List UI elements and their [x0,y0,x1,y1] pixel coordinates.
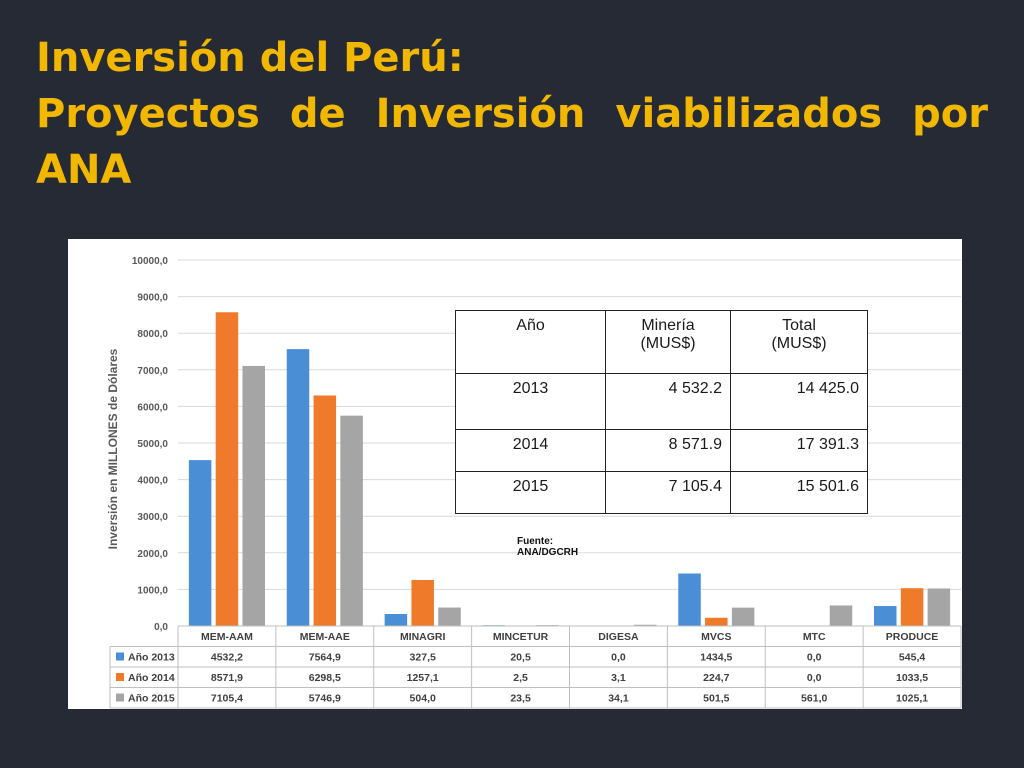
data-label: 5746,9 [309,693,341,705]
slide-title-line-1: Inversión del Perú: [36,35,464,81]
y-tick-label: 7000,0 [137,366,168,377]
header-total: Total (MUS$) [730,310,868,374]
bar [705,617,728,626]
chart-panel: 0,0 1000,0 2000,0 3000,0 4000,0 5000,0 6000,0 7… [68,239,962,709]
data-label: 0,0 [611,652,626,664]
source-label: Fuente: [517,536,554,547]
y-tick-label: 8000,0 [137,329,168,340]
cell-mineria: 7 105.4 [605,471,731,514]
data-label: 34,1 [608,693,629,705]
data-label: 8571,9 [211,672,243,684]
bar [188,460,212,626]
bar [927,588,951,626]
table-row: 2013 4 532.2 14 425.0 [455,373,868,430]
bar [313,395,337,626]
x-category-label: MINCETUR [493,631,549,643]
slide-title-line-3: ANA [36,147,132,193]
y-tick-label: 1000,0 [137,585,168,596]
data-label: 7105,4 [211,693,243,705]
bar [829,605,853,626]
data-label: 1257,1 [407,672,439,684]
bar [340,415,363,626]
y-tick-label: 2000,0 [137,549,168,560]
y-tick-label: 6000,0 [137,402,168,413]
data-label: 501,5 [703,693,729,705]
y-tick-label: 10000,0 [132,256,169,267]
bar [215,312,239,626]
bar [731,607,755,626]
y-tick-label: 5000,0 [137,439,168,450]
slide-title-line-2: Proyectos de Inversión viabilizados por [36,91,988,137]
source-note: Fuente: ANA/DGCRH [517,536,578,558]
legend-swatch [116,693,124,702]
source-value: ANA/DGCRH [517,547,579,558]
bar [633,624,657,626]
legend-swatch [116,673,124,681]
y-tick-label: 0,0 [154,622,168,633]
cell-year: 2013 [455,373,606,430]
investment-summary-table: Año Minería (MUS$) Total (MUS$) 2013 4 532… [455,310,868,514]
x-category-label: DIGESA [598,631,639,643]
data-label: 1033,5 [896,672,928,684]
legend-label: Año 2015 [128,693,175,705]
data-label: 504,0 [410,693,436,705]
y-tick-label: 9000,0 [137,293,168,304]
data-label: 2,5 [513,672,528,684]
slide-title: Inversión del Perú: Proyectos de Inversi… [36,30,988,198]
data-label: 224,7 [703,672,729,684]
data-label: 0,0 [807,672,822,684]
table-row: 2015 7 105.4 15 501.6 [455,471,868,514]
data-label: 4532,2 [211,652,243,664]
y-tick-label: 4000,0 [137,476,168,487]
legend-label: Año 2014 [128,672,175,684]
data-label: 1025,1 [896,693,928,705]
y-axis-title: Inversión en MILLONES de Dólares [106,348,120,549]
bar [900,588,924,626]
legend-label: Año 2013 [128,652,175,664]
legend-swatch [116,652,124,661]
header-mineria: Minería (MUS$) [605,310,731,374]
bar [678,573,701,626]
cell-year: 2015 [455,471,606,514]
cell-total: 14 425.0 [730,373,868,430]
x-category-label: MINAGRI [400,631,446,643]
x-category-label: MVCS [701,631,731,643]
table-row: 2014 8 571.9 17 391.3 [455,429,868,472]
data-label: 20,5 [510,652,531,664]
y-tick-label: 3000,0 [137,512,168,523]
data-label: 7564,9 [309,652,341,664]
cell-mineria: 8 571.9 [605,429,731,472]
bar [411,579,434,626]
x-category-label: MTC [803,631,826,643]
data-label: 545,4 [899,652,925,664]
cell-mineria: 4 532.2 [605,373,731,430]
bar [438,607,461,626]
x-category-label: PRODUCE [886,631,939,643]
data-label: 327,5 [410,652,436,664]
bar [242,365,265,626]
bar [384,614,408,626]
header-year: Año [455,310,606,374]
x-category-label: MEM-AAE [300,631,350,643]
bar [286,349,310,626]
table-header-row: Año Minería (MUS$) Total (MUS$) [455,310,868,374]
cell-total: 15 501.6 [730,471,868,514]
data-label: 561,0 [801,693,827,705]
data-label: 3,1 [611,672,626,684]
data-label: 23,5 [510,693,531,705]
bar [874,606,897,626]
cell-year: 2014 [455,429,606,472]
data-label: 6298,5 [309,672,341,684]
data-label: 0,0 [807,652,822,664]
x-category-label: MEM-AAM [201,631,253,643]
data-label: 1434,5 [700,652,732,664]
cell-total: 17 391.3 [730,429,868,472]
